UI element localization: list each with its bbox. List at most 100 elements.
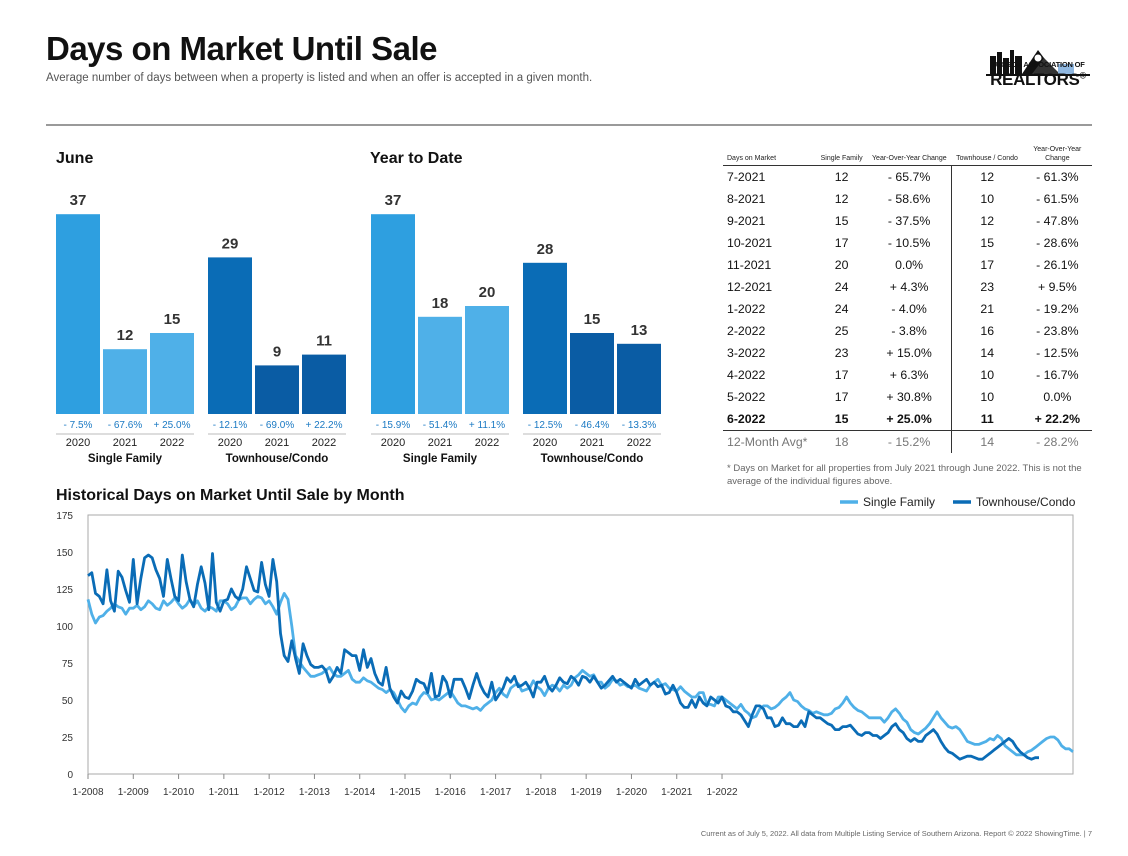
y-tick-label-3: 75 — [62, 659, 74, 670]
ytd-value-label-0-0: 37 — [385, 192, 402, 209]
june-value-label-0-2: 15 — [164, 311, 181, 328]
table-cell: - 15.2% — [867, 430, 952, 453]
registered-mark: ® — [1079, 70, 1087, 81]
table-cell: + 9.5% — [1038, 280, 1077, 294]
table-row: 4-2022 17 + 6.3% 10 - 16.7% — [723, 364, 1092, 386]
table-cell: - 4.0% — [867, 298, 952, 320]
june-value-label-0-1: 12 — [117, 327, 134, 344]
ytd-bar-0-1 — [418, 316, 462, 414]
x-tick-label-0: 1-2008 — [72, 787, 104, 798]
june-bar-0-0 — [56, 214, 100, 414]
table-cell: 12 — [834, 170, 849, 184]
x-tick-label-1: 1-2009 — [118, 787, 150, 798]
ytd-category-label-1-0: 2020 — [533, 437, 557, 449]
june-category-label-0-0: 2020 — [66, 437, 90, 449]
x-tick-label-2: 1-2010 — [163, 787, 195, 798]
table-cell: 8-2021 — [727, 192, 766, 206]
table-cell: 17 — [834, 390, 849, 404]
june-value-label-1-2: 11 — [316, 333, 332, 350]
ytd-change-label-1-1: - 46.4% — [575, 420, 610, 431]
ytd-category-label-0-2: 2022 — [475, 437, 499, 449]
june-bar-1-2 — [302, 354, 346, 414]
table-cell: - 12.5% — [1036, 346, 1079, 360]
table-cell: - 16.7% — [1036, 368, 1079, 382]
table-cell: 24 — [834, 280, 849, 294]
table-cell: 14 — [980, 435, 995, 449]
table-header-th-change: Year-Over-Year Change — [1022, 145, 1092, 166]
table-row: 12-2021 24 + 4.3% 23 + 9.5% — [723, 276, 1092, 298]
x-tick-label-6: 1-2014 — [344, 787, 376, 798]
table-cell: 0.0% — [867, 254, 952, 276]
table-cell: 12 — [834, 192, 849, 206]
table-cell: + 4.3% — [867, 276, 952, 298]
table-cell: 20 — [834, 258, 849, 272]
y-tick-label-0: 0 — [67, 770, 73, 781]
table-row: 2-2022 25 - 3.8% 16 - 23.8% — [723, 320, 1092, 342]
ytd-category-label-1-2: 2022 — [627, 437, 651, 449]
ytd-change-label-0-0: - 15.9% — [376, 420, 411, 431]
table-cell: 2-2022 — [727, 324, 766, 338]
days-on-market-table: Days on Market Single Family Year-Over-Y… — [723, 145, 1092, 453]
ytd-category-label-0-0: 2020 — [381, 437, 405, 449]
x-tick-label-9: 1-2017 — [480, 787, 512, 798]
table-footnote: * Days on Market for all properties from… — [727, 463, 1082, 487]
page-title: Days on Market Until Sale — [46, 30, 437, 67]
table-header-month: Days on Market — [723, 145, 816, 166]
table-cell: - 37.5% — [867, 210, 952, 232]
june-change-label-0-1: - 67.6% — [108, 420, 143, 431]
series-line-0 — [86, 592, 1074, 757]
ytd-chart-title: Year to Date — [370, 150, 463, 167]
june-category-label-1-0: 2020 — [218, 437, 242, 449]
june-change-label-1-1: - 69.0% — [260, 420, 295, 431]
table-cell: 17 — [834, 236, 849, 250]
table-row: 5-2022 17 + 30.8% 10 0.0% — [723, 386, 1092, 408]
table-cell: 15 — [834, 214, 849, 228]
legend-label-1: Townhouse/Condo — [976, 495, 1076, 509]
june-change-label-1-2: + 22.2% — [306, 420, 343, 431]
table-cell: 12 — [980, 214, 995, 228]
table-header-single-family: Single Family — [815, 145, 868, 166]
ytd-change-label-0-1: - 51.4% — [423, 420, 458, 431]
table-cell: 18 — [834, 435, 849, 449]
table-cell: + 15.0% — [867, 342, 952, 364]
june-category-label-0-1: 2021 — [113, 437, 137, 449]
ytd-bar-1-0 — [523, 262, 567, 414]
x-tick-label-10: 1-2018 — [525, 787, 557, 798]
june-category-label-1-1: 2021 — [265, 437, 289, 449]
ytd-value-label-1-0: 28 — [537, 241, 554, 258]
june-bar-0-2 — [150, 333, 194, 414]
x-tick-label-4: 1-2012 — [254, 787, 286, 798]
ytd-value-label-0-1: 18 — [432, 295, 449, 312]
y-tick-label-5: 125 — [56, 585, 73, 596]
table-cell: 9-2021 — [727, 214, 766, 228]
x-tick-label-14: 1-2022 — [706, 787, 738, 798]
june-bar-chart: 37 - 7.5% 2020 12 - 67.6% 2021 15 + 25.0% 2022 Si… — [56, 192, 346, 465]
june-value-label-1-0: 29 — [222, 235, 239, 252]
june-group-label-0: Single Family — [88, 453, 163, 465]
x-tick-label-8: 1-2016 — [435, 787, 467, 798]
ytd-bar-0-0 — [371, 214, 415, 414]
historical-line-chart: 0 25 50 75 100 125 150 175 1-2008 1-2009 1-2010 1-2… — [56, 495, 1076, 798]
table-cell: 23 — [834, 346, 849, 360]
y-tick-label-6: 150 — [56, 548, 73, 559]
table-cell: 21 — [980, 302, 995, 316]
logo-realtors-text: REALTORS — [990, 70, 1080, 89]
table-cell: 10-2021 — [727, 236, 773, 250]
table-cell: - 26.1% — [1036, 258, 1079, 272]
table-row: 1-2022 24 - 4.0% 21 - 19.2% — [723, 298, 1092, 320]
june-change-label-0-0: - 7.5% — [64, 420, 93, 431]
june-bar-1-1 — [255, 365, 299, 414]
table-avg-row: 12-Month Avg* 18 - 15.2% 14 - 28.2% — [723, 430, 1092, 453]
table-row: 8-2021 12 - 58.6% 10 - 61.5% — [723, 188, 1092, 210]
june-bar-0-1 — [103, 349, 147, 414]
table-cell: 7-2021 — [727, 170, 766, 184]
table-row: 9-2021 15 - 37.5% 12 - 47.8% — [723, 210, 1092, 232]
table-cell: 15 — [980, 236, 995, 250]
table-cell: - 47.8% — [1036, 214, 1079, 228]
table-cell: - 58.6% — [867, 188, 952, 210]
page-footer: Current as of July 5, 2022. All data fro… — [700, 829, 1092, 838]
ytd-group-label-1: Townhouse/Condo — [541, 453, 644, 465]
june-change-label-1-0: - 12.1% — [213, 420, 248, 431]
table-cell: 10 — [980, 368, 995, 382]
table-cell: 0.0% — [1043, 390, 1072, 404]
